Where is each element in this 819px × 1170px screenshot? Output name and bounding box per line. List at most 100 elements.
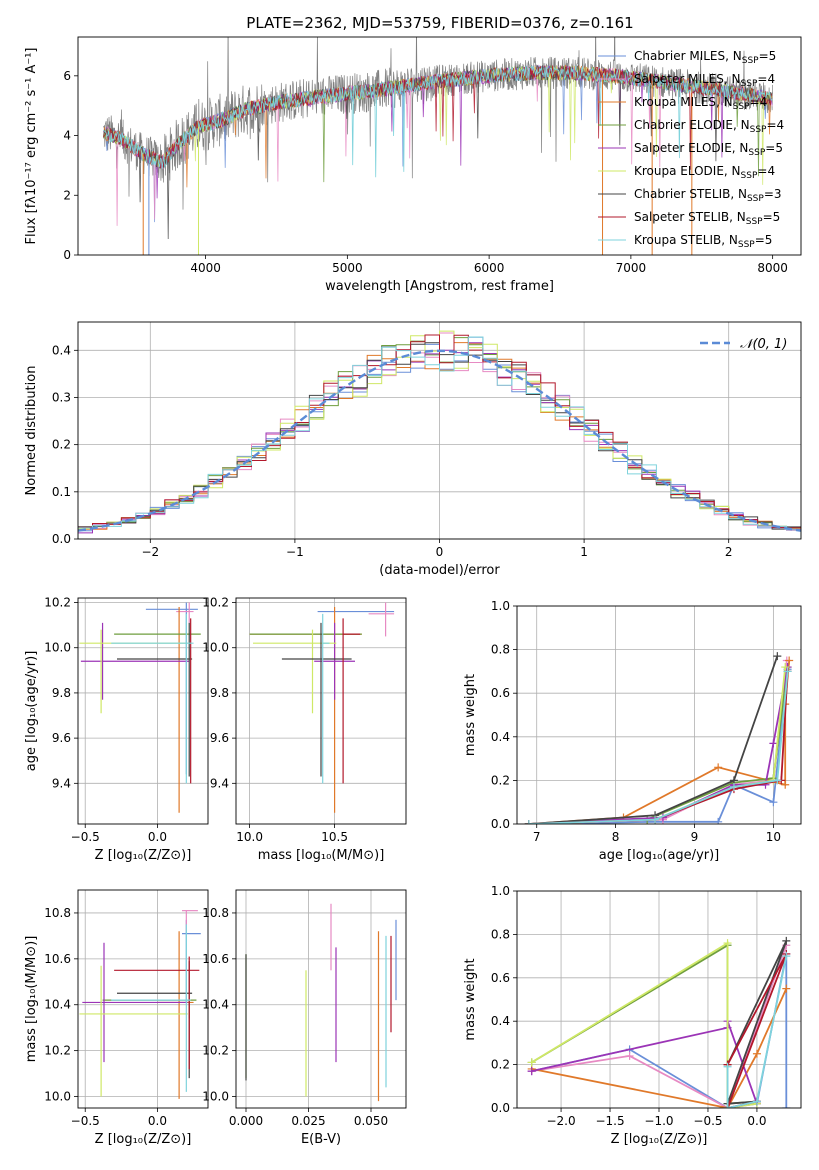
y-tick-label: 9.6 xyxy=(210,731,229,745)
mass-weight-line xyxy=(531,944,788,1108)
mass-weight-marker xyxy=(527,1058,536,1067)
y-tick-label: 10.6 xyxy=(44,952,71,966)
spectrum-model-line xyxy=(103,65,773,185)
errorbar-point xyxy=(82,942,188,1063)
axes-frame xyxy=(516,605,802,825)
errorbar-point xyxy=(114,956,200,1069)
legend-entry: Kroupa MILES, NSSP=4 xyxy=(598,95,767,112)
y-tick-label: 10.2 xyxy=(202,1044,229,1058)
y-tick-label: 0.3 xyxy=(52,390,71,404)
mass-weight-line xyxy=(528,666,789,824)
x-tick-label: 0.0 xyxy=(747,1114,766,1128)
panels: 4000 5000 6000 7000 8000 0 2 4 6 wavelength [Angs… xyxy=(24,36,802,1147)
mass-weight-line xyxy=(528,671,789,824)
mass-weight-marker xyxy=(782,952,791,961)
mass-weight-line xyxy=(528,655,779,824)
errorbar-point xyxy=(342,618,361,784)
y-tick-label: 10.0 xyxy=(44,1090,71,1104)
errorbar-point xyxy=(80,622,190,700)
y-tick-label: 10.2 xyxy=(44,1044,71,1058)
y-tick-label: 0 xyxy=(63,248,71,262)
mass-weight-line xyxy=(528,669,789,824)
y-tick-label: 9.8 xyxy=(210,686,229,700)
mass-weight-marker xyxy=(781,663,790,672)
mass-weight-marker xyxy=(769,739,778,748)
errorbar-point xyxy=(111,924,191,1092)
x-tick-label: 0.0 xyxy=(148,1114,167,1128)
x-tick-label: 8 xyxy=(612,830,620,844)
mass-weight-line xyxy=(528,671,789,824)
residuals-legend: 𝒩(0, 1) xyxy=(700,337,787,352)
x-tick-label: −0.5 xyxy=(693,1114,722,1128)
y-tick-label: 10.0 xyxy=(44,641,71,655)
x-tick-label: −2 xyxy=(141,545,159,559)
errorbar-point xyxy=(79,629,188,714)
mass-weight-line xyxy=(531,941,758,1108)
y-tick-label: 0.0 xyxy=(52,532,71,546)
y-tick-label: 10.4 xyxy=(202,998,229,1012)
y-tick-label: 10.4 xyxy=(44,998,71,1012)
age-vs-mass-panel: 10.0 10.5 9.4 9.6 9.8 10.0 10.2 mass [log₁₀(M/M… xyxy=(202,596,407,863)
age-vs-Z-plot-area xyxy=(78,598,208,824)
x-tick-label: 10.0 xyxy=(236,830,263,844)
y-tick-label: 0.6 xyxy=(491,686,510,700)
mass-weight-line xyxy=(528,666,789,824)
errorbar-point xyxy=(79,965,188,1097)
mass-weight-marker xyxy=(785,656,794,665)
mass-weight-marker xyxy=(782,936,791,945)
x-tick-label: 1 xyxy=(580,545,588,559)
mass-weight-vs-age-plot-area xyxy=(517,606,801,824)
legend-label: Kroupa ELODIE, NSSP=4 xyxy=(634,164,775,181)
y-tick-label: 0.6 xyxy=(491,971,510,985)
mass-weight-marker xyxy=(752,1097,761,1106)
y-tick-label: 0.2 xyxy=(491,1058,510,1072)
mass-vs-Z-panel: −0.5 0.0 10.0 10.2 10.4 10.6 10.8 Z [log₁₀(Z/Z⊙… xyxy=(24,889,209,1147)
errorbar-point xyxy=(117,622,193,777)
x-tick-label: 10 xyxy=(766,830,781,844)
y-tick-label: 0.2 xyxy=(52,438,71,452)
errorbar-point xyxy=(182,919,201,1003)
mass-weight-marker xyxy=(729,782,738,791)
axes-frame xyxy=(235,889,407,1109)
y-tick-label: 0.8 xyxy=(491,927,510,941)
mass-weight-vs-Z-plot-area xyxy=(517,891,801,1108)
legend-label: Kroupa MILES, NSSP=4 xyxy=(634,95,767,112)
mass-weight-line xyxy=(726,940,788,1105)
errorbar-point xyxy=(368,602,395,637)
spectrum-panel: 4000 5000 6000 7000 8000 0 2 4 6 wavelength [Angs… xyxy=(24,36,802,294)
legend-label: Salpeter MILES, NSSP=4 xyxy=(634,72,775,89)
mass-weight-marker xyxy=(773,776,782,785)
y-tick-label: 6 xyxy=(63,69,71,83)
age-vs-Z-xlabel: Z [log₁₀(Z/Z⊙)] xyxy=(95,848,192,863)
x-tick-label: 4000 xyxy=(190,261,221,275)
x-tick-label: −0.5 xyxy=(71,830,100,844)
errorbar-point xyxy=(249,607,362,813)
errorbar-point xyxy=(281,622,352,777)
y-tick-label: 0.1 xyxy=(52,485,71,499)
y-tick-label: 9.8 xyxy=(52,686,71,700)
y-tick-label: 1.0 xyxy=(491,599,510,613)
legend-label: Chabrier ELODIE, NSSP=4 xyxy=(634,118,784,135)
x-tick-label: 7000 xyxy=(616,261,647,275)
y-tick-label: 9.4 xyxy=(52,776,71,790)
x-tick-label: −0.5 xyxy=(71,1114,100,1128)
mass-weight-marker xyxy=(625,1051,634,1060)
spectrum-plot-area xyxy=(103,37,773,255)
y-tick-label: 10.8 xyxy=(44,906,71,920)
mass-weight-marker xyxy=(781,780,790,789)
mass-weight-marker xyxy=(783,667,792,676)
x-tick-label: −2.0 xyxy=(546,1114,575,1128)
axes-frame xyxy=(77,36,802,256)
errorbar-point xyxy=(117,961,193,1079)
mass-vs-Z-xlabel: Z [log₁₀(Z/Z⊙)] xyxy=(95,1132,192,1147)
x-tick-label: 0.050 xyxy=(354,1114,388,1128)
x-tick-label: 0.025 xyxy=(291,1114,325,1128)
errorbar-point xyxy=(322,613,330,784)
legend-label: Kroupa STELIB, NSSP=5 xyxy=(634,233,772,250)
figure-title: PLATE=2362, MJD=53759, FIBERID=0376, z=0… xyxy=(246,14,633,32)
age-vs-mass-plot-area xyxy=(236,598,406,824)
mass-weight-marker xyxy=(752,1049,761,1058)
legend-entry: Salpeter STELIB, NSSP=5 xyxy=(598,210,780,227)
age-vs-Z-panel: −0.5 0.0 9.4 9.6 9.8 10.0 10.2 Z [log₁₀(Z/Z⊙)] a… xyxy=(24,596,209,863)
x-tick-label: 5000 xyxy=(332,261,363,275)
